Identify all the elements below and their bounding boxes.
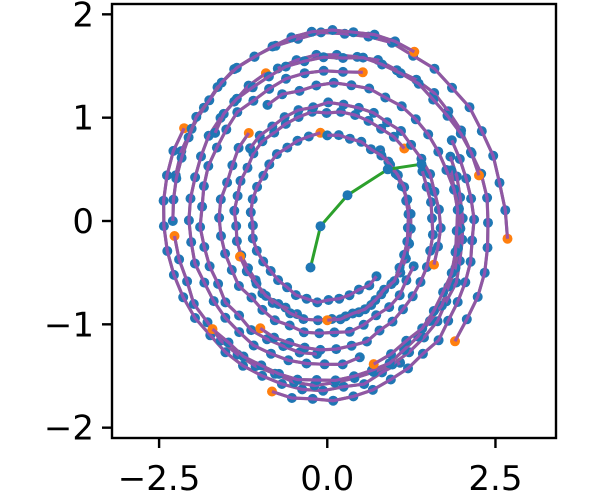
prediction-line <box>249 131 378 305</box>
prediction-line <box>187 71 361 367</box>
x-axis: −2.5 0.0 2.5 <box>118 438 522 499</box>
x-tick-label: 0.0 <box>300 459 354 499</box>
prediction-line <box>271 139 476 403</box>
prediction-line <box>232 110 406 316</box>
prediction-line <box>171 28 416 222</box>
plot-area <box>158 25 513 406</box>
y-tick-label: −1 <box>44 305 94 345</box>
trajectory-point <box>305 262 316 273</box>
prediction-line <box>213 55 481 176</box>
prediction-line <box>211 170 463 383</box>
x-tick-label: 2.5 <box>468 459 522 499</box>
trajectory-point <box>416 159 427 170</box>
prediction-line <box>198 69 363 356</box>
y-axis: 2 1 0 −1 −2 <box>44 0 112 449</box>
y-tick-label: −2 <box>44 409 94 449</box>
x-tick-label: −2.5 <box>118 459 201 499</box>
y-tick-label: 2 <box>72 0 94 35</box>
trajectory-point <box>382 164 393 175</box>
prediction-line <box>266 81 460 366</box>
prediction-line <box>259 170 435 352</box>
y-tick-label: 0 <box>72 202 94 242</box>
prediction-line <box>248 100 443 265</box>
prediction-line <box>217 132 416 335</box>
trajectory-point <box>315 221 326 232</box>
prediction-line <box>327 133 411 322</box>
y-tick-label: 1 <box>72 99 94 139</box>
ground-truth-line <box>249 131 378 304</box>
trajectory-point <box>342 190 353 201</box>
